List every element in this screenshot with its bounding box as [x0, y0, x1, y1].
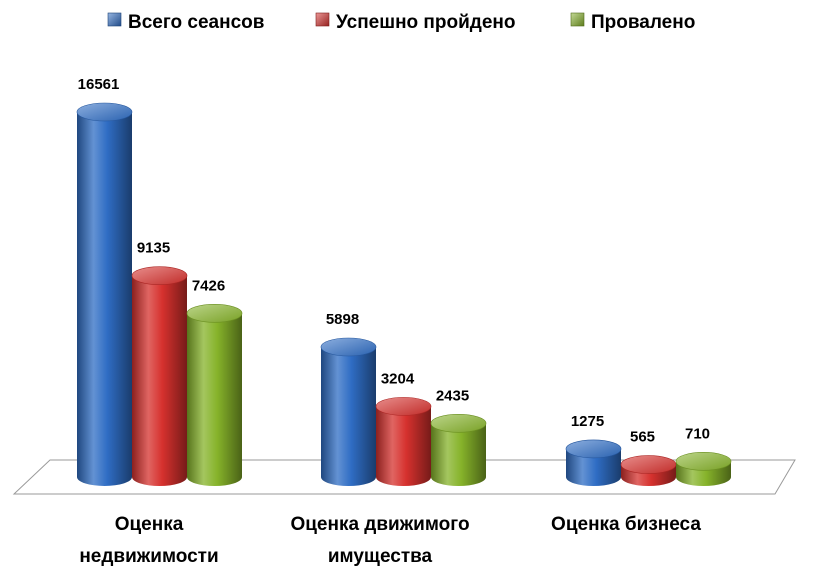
- value-label: 710: [685, 425, 710, 442]
- bar: [620, 455, 677, 486]
- bar: [131, 266, 188, 486]
- legend-label: Провалено: [591, 12, 695, 33]
- value-label: 2435: [436, 387, 469, 404]
- bar-body: [187, 313, 242, 486]
- bar: [565, 439, 622, 486]
- bar-body: [566, 448, 621, 486]
- category-label: Оценка движимого: [290, 514, 469, 535]
- bar: [320, 337, 377, 486]
- category-label: Оценка: [115, 514, 184, 535]
- value-label: 5898: [326, 311, 359, 328]
- bar-top: [76, 102, 133, 122]
- value-label: 3204: [381, 370, 415, 387]
- bar-top: [131, 266, 188, 285]
- bar-body: [132, 275, 187, 486]
- value-label: 7426: [192, 277, 225, 294]
- bar: [375, 397, 432, 486]
- bar-top: [320, 337, 377, 357]
- bar: [76, 102, 133, 486]
- value-label: 1275: [571, 413, 604, 430]
- legend-swatch: [570, 12, 585, 27]
- value-label: 565: [630, 429, 655, 446]
- bar: [186, 304, 243, 486]
- bar-top: [375, 397, 432, 416]
- bar-top: [565, 439, 622, 459]
- bar-body: [376, 406, 431, 486]
- category-label: недвижимости: [79, 546, 218, 567]
- bar-body: [431, 423, 486, 486]
- bar: [430, 414, 487, 486]
- legend: Всего сеансов Успешно пройдено Провалено: [107, 12, 695, 33]
- bar-body: [77, 112, 132, 486]
- bar-top: [430, 414, 487, 433]
- value-label: 9135: [137, 240, 170, 257]
- bars: [76, 102, 732, 486]
- category-label: Оценка бизнеса: [551, 514, 701, 535]
- value-labels: 16561 9135 7426 5898 3204 2435 1275 565 710: [78, 76, 710, 446]
- bar-top: [620, 455, 677, 474]
- bar-top: [186, 304, 243, 323]
- legend-swatch: [315, 12, 330, 27]
- bar: [675, 452, 732, 486]
- category-labels: Оценка недвижимости Оценка движимого имущес…: [79, 514, 701, 567]
- category-label: имущества: [328, 546, 433, 567]
- legend-swatch: [107, 12, 122, 27]
- bar-top: [675, 452, 732, 471]
- legend-label: Успешно пройдено: [336, 12, 516, 33]
- value-label: 16561: [78, 76, 120, 93]
- legend-label: Всего сеансов: [128, 12, 264, 33]
- bar-body: [321, 347, 376, 486]
